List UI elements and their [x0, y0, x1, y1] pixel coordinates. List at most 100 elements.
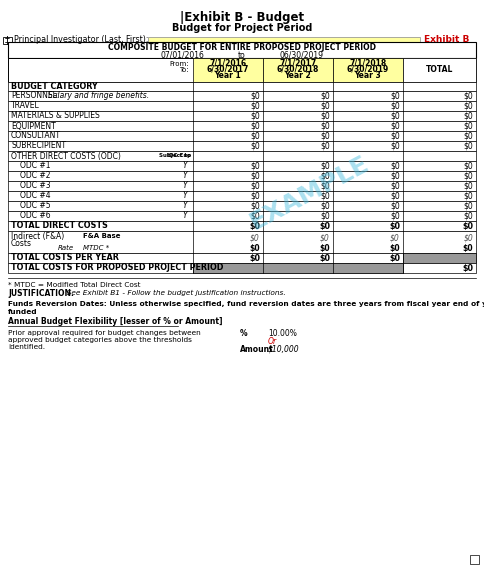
Text: Rate: Rate: [58, 245, 74, 251]
Bar: [403, 58, 476, 82]
Text: $0: $0: [390, 202, 400, 211]
Text: Y: Y: [182, 211, 187, 220]
Text: to: to: [238, 51, 246, 60]
Bar: [263, 58, 333, 82]
Text: funded: funded: [8, 309, 38, 315]
Text: 07/01/2016: 07/01/2016: [160, 51, 204, 60]
Text: ODC #5: ODC #5: [20, 202, 51, 211]
Bar: [8, 121, 476, 131]
Text: Funds Reversion Dates: Unless otherwise specified, fund reversion dates are thre: Funds Reversion Dates: Unless otherwise …: [8, 301, 484, 307]
Text: 6/30/2018: 6/30/2018: [277, 65, 319, 73]
Bar: [8, 58, 476, 82]
Text: $0: $0: [463, 161, 473, 170]
Text: 06/30/2019: 06/30/2019: [280, 51, 324, 60]
Bar: [8, 221, 476, 231]
Text: 7/1/2017: 7/1/2017: [279, 59, 317, 68]
Text: Exhibit B: Exhibit B: [424, 35, 469, 44]
Text: $0: $0: [463, 122, 473, 131]
Text: ‡: ‡: [4, 35, 9, 45]
Text: $0: $0: [462, 264, 473, 273]
Text: EQUIPMENT: EQUIPMENT: [11, 122, 56, 131]
Bar: [8, 131, 476, 141]
Bar: [8, 161, 476, 171]
Text: $0: $0: [390, 172, 400, 181]
Text: IDC Cap: IDC Cap: [167, 153, 191, 158]
Text: $0: $0: [250, 191, 260, 201]
Text: $0: $0: [320, 182, 330, 190]
Text: 7/1/2016: 7/1/2016: [210, 59, 246, 68]
Text: PERSONNEL:: PERSONNEL:: [11, 91, 60, 101]
Text: Salary and fringe benefits.: Salary and fringe benefits.: [48, 91, 149, 101]
Text: $0: $0: [320, 161, 330, 170]
Text: ODC #1: ODC #1: [20, 161, 50, 170]
Text: ODC #6: ODC #6: [20, 211, 51, 220]
Bar: [8, 253, 476, 263]
Text: $0: $0: [390, 91, 400, 101]
Text: $0: $0: [463, 182, 473, 190]
Text: Y: Y: [182, 191, 187, 201]
Text: $0: $0: [390, 102, 400, 111]
Bar: [8, 101, 476, 111]
Text: TRAVEL: TRAVEL: [11, 102, 40, 111]
Text: Indirect (F&A): Indirect (F&A): [11, 232, 64, 240]
Text: $0: $0: [390, 211, 400, 220]
Text: $0: $0: [390, 233, 400, 243]
Bar: [148, 37, 420, 44]
Bar: [8, 82, 476, 91]
Text: $0: $0: [249, 244, 260, 253]
Text: $0: $0: [390, 141, 400, 151]
Text: COMPOSITE BUDGET FOR ENTIRE PROPOSED PROJECT PERIOD: COMPOSITE BUDGET FOR ENTIRE PROPOSED PRO…: [108, 44, 376, 52]
Text: $0: $0: [389, 244, 400, 253]
Text: $0: $0: [319, 222, 330, 231]
Text: 6/30/2019: 6/30/2019: [347, 65, 389, 73]
Text: $0: $0: [249, 253, 260, 262]
Text: Or: Or: [268, 336, 277, 345]
Text: $0: $0: [319, 244, 330, 253]
Bar: [8, 151, 476, 161]
Text: $0: $0: [250, 91, 260, 101]
Text: See Exhibit B1 - Follow the budget justification instructions.: See Exhibit B1 - Follow the budget justi…: [62, 290, 286, 296]
Text: Year 3: Year 3: [355, 72, 381, 81]
Text: TOTAL COSTS FOR PROPOSED PROJECT PERIOD: TOTAL COSTS FOR PROPOSED PROJECT PERIOD: [11, 264, 224, 273]
Text: Amount: Amount: [240, 345, 274, 353]
Text: $0: $0: [250, 202, 260, 211]
Text: TOTAL DIRECT COSTS: TOTAL DIRECT COSTS: [11, 222, 108, 231]
Text: $0: $0: [320, 233, 330, 243]
Text: $0: $0: [250, 211, 260, 220]
Text: 6/30/2017: 6/30/2017: [207, 65, 249, 73]
Text: 10.00%: 10.00%: [268, 328, 297, 337]
Text: approved budget categories above the thresholds: approved budget categories above the thr…: [8, 337, 192, 343]
Bar: [8, 211, 476, 221]
Text: $0: $0: [463, 141, 473, 151]
Text: $0: $0: [320, 91, 330, 101]
Bar: [8, 191, 476, 201]
Text: $0: $0: [463, 233, 473, 243]
Text: $0: $0: [463, 91, 473, 101]
Text: $0: $0: [250, 172, 260, 181]
Text: JUSTIFICATION.: JUSTIFICATION.: [8, 289, 74, 298]
Text: $0: $0: [390, 132, 400, 140]
Text: $0: $0: [320, 172, 330, 181]
Text: $0: $0: [250, 122, 260, 131]
Text: MATERIALS & SUPPLIES: MATERIALS & SUPPLIES: [11, 111, 100, 120]
Text: OTHER DIRECT COSTS (ODC): OTHER DIRECT COSTS (ODC): [11, 152, 121, 161]
Text: Y: Y: [182, 161, 187, 170]
Bar: [8, 231, 476, 253]
Bar: [470, 555, 479, 564]
Text: $0: $0: [250, 111, 260, 120]
Text: F&A Base: F&A Base: [83, 233, 121, 239]
Text: $0: $0: [463, 191, 473, 201]
Text: Year 1: Year 1: [214, 72, 242, 81]
Text: $0: $0: [390, 191, 400, 201]
Text: $0: $0: [250, 132, 260, 140]
Text: 7/1/2018: 7/1/2018: [349, 59, 387, 68]
Bar: [193, 263, 403, 273]
Bar: [8, 111, 476, 121]
Text: |Exhibit B - Budget: |Exhibit B - Budget: [180, 10, 304, 23]
Bar: [333, 58, 403, 82]
Text: $0: $0: [320, 122, 330, 131]
Text: Y: Y: [182, 202, 187, 211]
Bar: [8, 263, 476, 273]
Text: SUBRECIPIENT: SUBRECIPIENT: [11, 141, 66, 151]
Text: $0: $0: [320, 211, 330, 220]
